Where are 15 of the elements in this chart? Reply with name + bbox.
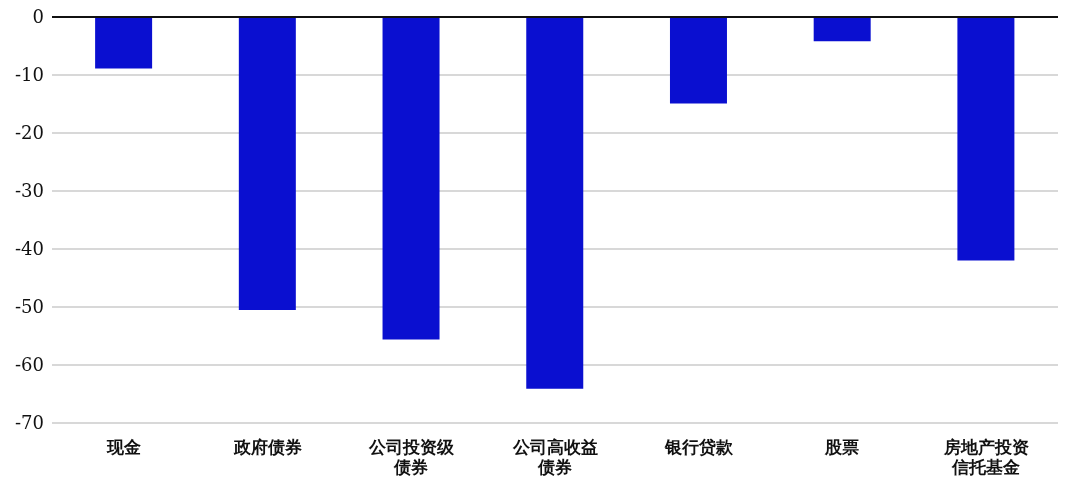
- x-tick-label: 银行贷款: [663, 436, 734, 457]
- y-tick-label: -30: [15, 180, 44, 202]
- y-tick-label: -60: [15, 354, 44, 376]
- y-tick-label: -50: [15, 296, 44, 318]
- x-tick-label: 公司高收益债券: [511, 436, 598, 477]
- y-tick-label: -40: [15, 238, 44, 260]
- y-tick-label: -70: [15, 412, 44, 434]
- y-tick-label: -20: [15, 122, 44, 144]
- x-tick-label: 公司投资级债券: [367, 436, 455, 477]
- x-tick-label: 现金: [105, 436, 141, 457]
- x-tick-label: 政府债券: [232, 436, 302, 457]
- x-tick-label: 股票: [824, 436, 860, 457]
- y-tick-label: -10: [15, 64, 44, 86]
- x-tick-label: 房地产投资信托基金: [942, 436, 1029, 477]
- y-tick-label: 0: [32, 6, 44, 28]
